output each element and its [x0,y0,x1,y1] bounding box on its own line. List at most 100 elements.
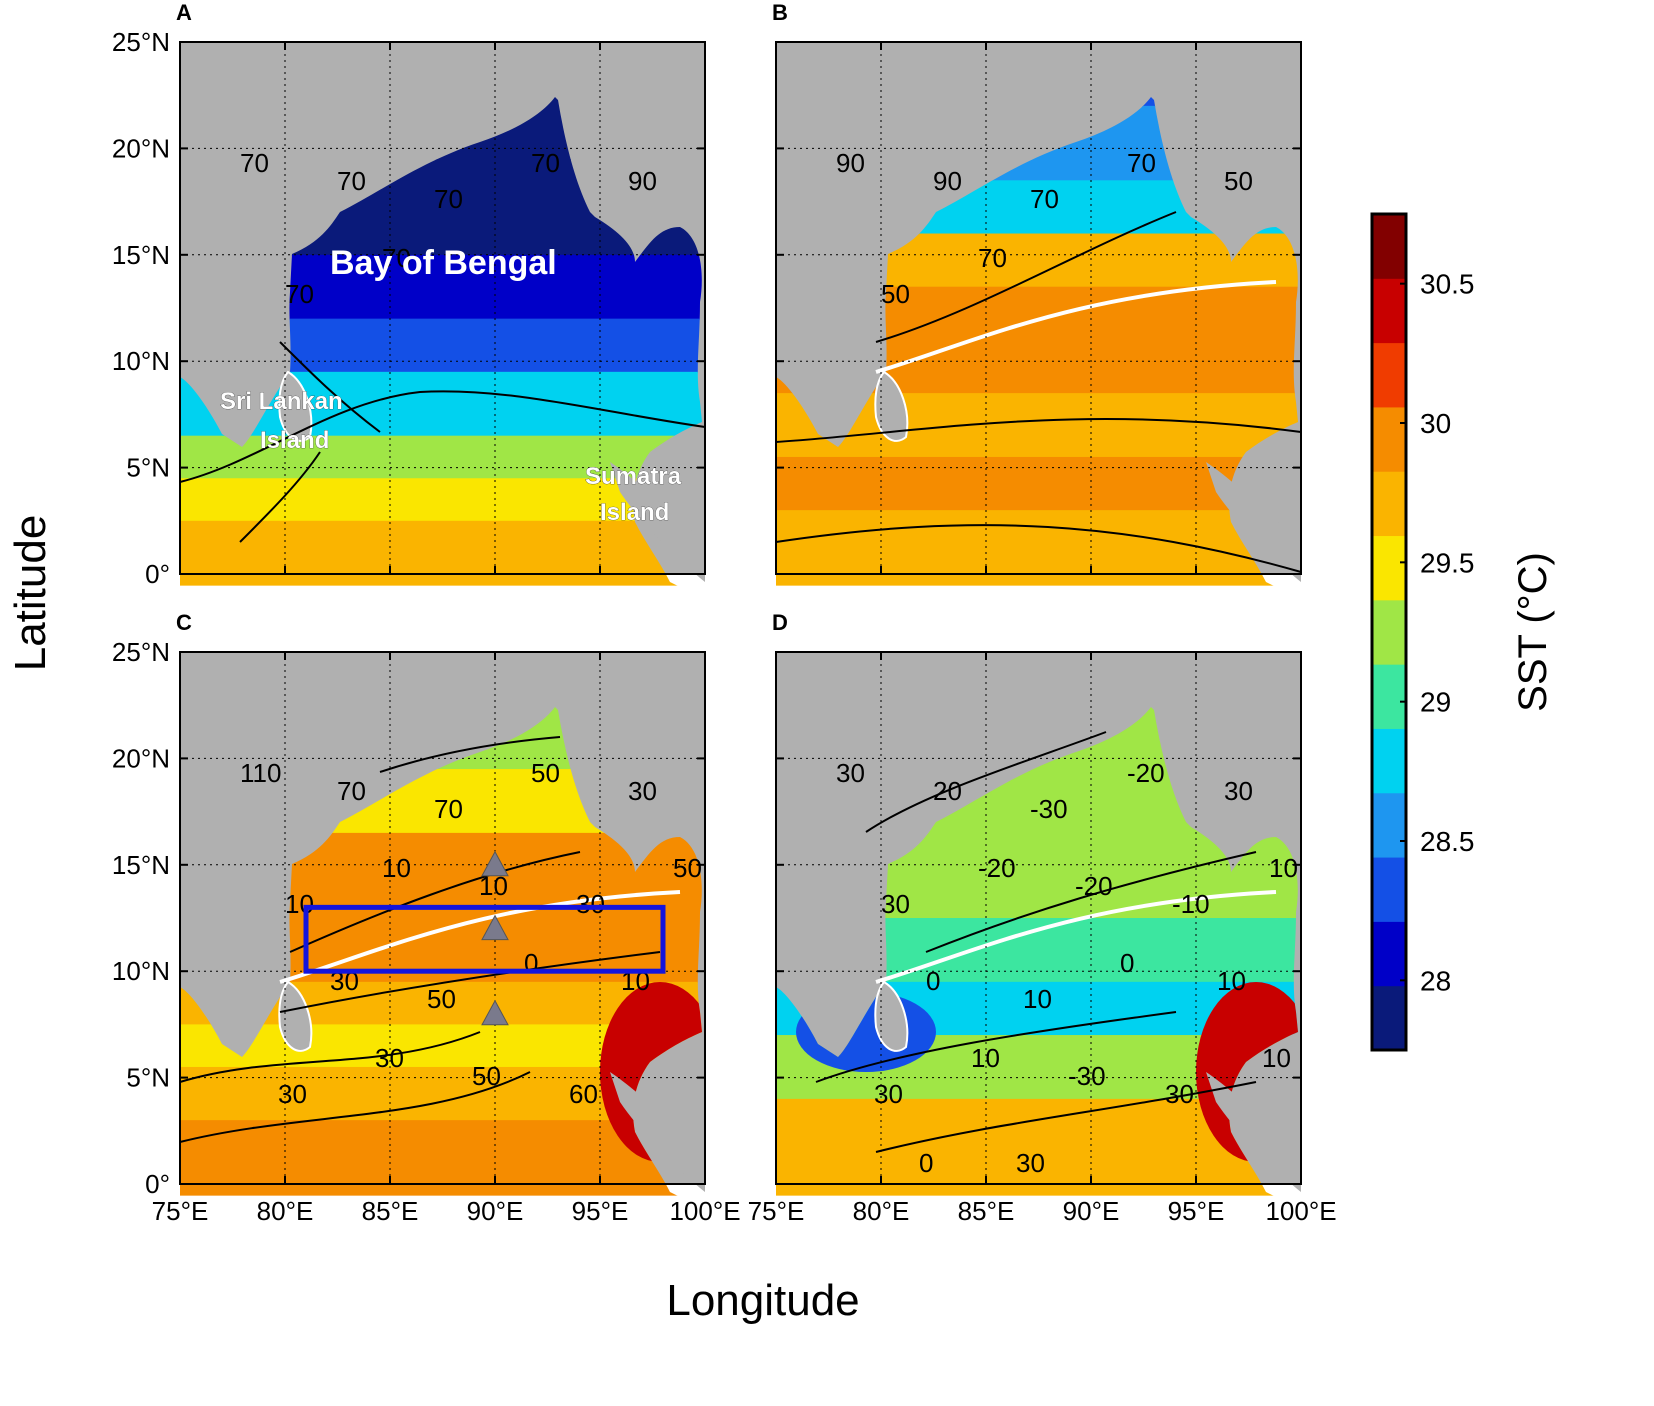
contour-label: 0 [926,966,940,996]
colorbar-segment [1372,214,1406,279]
contour-line [279,951,661,1013]
panel-frame [775,651,1302,1185]
contour-label: 50 [531,758,560,788]
contour-label: 10 [971,1043,1000,1073]
sst-band [180,520,705,586]
place-label: Sri Lankan [220,388,343,415]
contour-label: 0 [1120,948,1134,978]
x-axis-title: Longitude [666,1276,859,1325]
contour-label: 60 [569,1079,598,1109]
contour-label: -20 [1075,871,1113,901]
bay-label: Bay of Bengal [330,244,557,282]
colorbar-tick-label: 28 [1420,965,1451,996]
lon-tick-label: 90°E [467,1196,524,1226]
contour-label: 10 [1023,984,1052,1014]
contour-label: -30 [1068,1061,1106,1091]
contour-line [239,451,321,543]
contour-label: 30 [1016,1148,1045,1178]
mixed-layer-contour [875,280,1277,374]
contour-label: 30 [1224,776,1253,806]
contour-label: 70 [285,279,314,309]
contour-label: 50 [427,984,456,1014]
panel-letter: B [772,0,788,25]
contour-label: 10 [1217,966,1246,996]
contour-label: 50 [673,853,702,883]
contour-label: 50 [472,1061,501,1091]
panel-frame [775,41,1302,575]
lon-tick-label: 90°E [1063,1196,1120,1226]
lat-tick-label: 20°N [112,133,170,163]
lon-tick-label: 80°E [853,1196,910,1226]
contour-label: 30 [874,1079,903,1109]
colorbar: 28 28.5 29 29.5 30 30.5 [1370,212,1475,1052]
contour-line [179,390,706,483]
colorbar-segment [1372,278,1406,344]
lon-tick-label: 100°E [669,1196,740,1226]
colorbar-segment [1372,599,1406,665]
sumatra-island [610,462,705,582]
mixed-layer-contour [875,890,1277,984]
panel-d: 30 20 -30 -20 30 30 -20 -20 -10 10 0 10 0 10 30 10 -30 30… [748,610,1337,1226]
colorbar-segment [1372,985,1406,1051]
lat-tick-label: 5°N [126,453,170,483]
panel-frame [179,41,706,575]
panel-frame [179,651,706,1185]
panel-c: 110707050301010103050305001030305060C0°5… [112,610,741,1226]
contour-label: 70 [434,794,463,824]
lon-tick-label: 85°E [958,1196,1015,1226]
colorbar-segment [1372,471,1406,537]
y-axis-title: Latitude [6,515,55,672]
contour-line [775,418,1302,443]
contour-label: 10 [382,853,411,883]
contour-label: 10 [1262,1043,1291,1073]
contour-label: 70 [1127,148,1156,178]
station-marker [481,850,509,877]
contour-line [875,1081,1257,1153]
lat-tick-label: 0° [145,559,170,589]
contour-line [775,524,1302,573]
colorbar-segment [1372,728,1406,794]
contour-label: 70 [1030,184,1059,214]
lat-tick-label: 15°N [112,850,170,880]
contour-label: 50 [1224,166,1253,196]
contour-line [379,736,561,773]
lon-tick-label: 95°E [572,1196,629,1226]
sumatra-island [1206,462,1301,582]
colorbar-tick-label: 28.5 [1420,826,1475,857]
contour-label: 10 [285,889,314,919]
panel-letter: C [176,610,192,635]
lon-tick-label: 80°E [257,1196,314,1226]
contour-label: 90 [933,166,962,196]
colorbar-segment [1372,792,1406,858]
contour-label: 30 [576,889,605,919]
sumatra-island [1206,1072,1301,1192]
colorbar-tick-label: 30.5 [1420,269,1475,300]
panel-b: 90 90 70 70 50 50 70 B [772,0,1302,586]
contour-label: 30 [836,758,865,788]
contour-line [179,1031,481,1083]
contour-line [815,1011,1177,1083]
lon-tick-label: 85°E [362,1196,419,1226]
colorbar-segment [1372,342,1406,408]
colorbar-segment [1372,857,1406,922]
station-marker [481,914,509,941]
place-label: Sumatra [585,463,682,490]
sri-lanka-island [874,980,909,1052]
contour-label: 50 [881,279,910,309]
lon-tick-label: 95°E [1168,1196,1225,1226]
contour-label: 70 [531,148,560,178]
contour-label: 30 [1165,1079,1194,1109]
colorbar-tick-label: 30 [1420,408,1451,439]
contour-label: -10 [1172,889,1210,919]
lat-tick-label: 20°N [112,743,170,773]
colorbar-segment [1372,406,1406,472]
contour-label: 110 [240,758,281,788]
contour-label: 0 [919,1148,933,1178]
contour-label: -20 [978,853,1016,883]
colorbar-title: SST (°C) [1511,552,1555,712]
contour-line [289,851,581,953]
lat-tick-label: 5°N [126,1063,170,1093]
contour-label: -20 [1127,758,1165,788]
contour-label: 30 [278,1079,307,1109]
